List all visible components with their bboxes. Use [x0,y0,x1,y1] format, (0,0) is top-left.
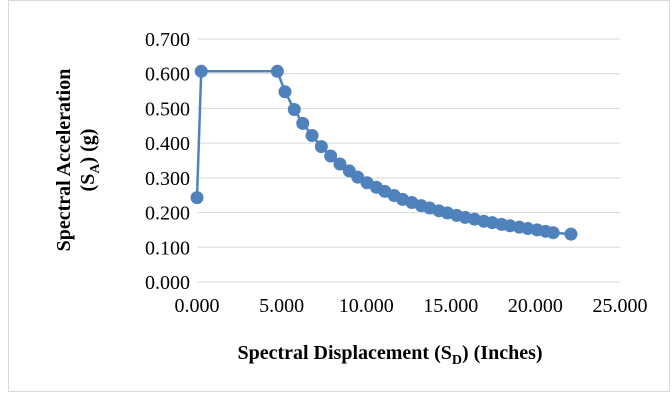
x-tick-label: 25.000 [593,295,648,317]
y-tick-label: 0.400 [145,133,190,155]
x-tick-label: 5.000 [259,295,304,317]
data-point [324,149,338,163]
data-point [333,157,347,171]
y-tick-label: 0.700 [145,29,190,51]
data-point [287,102,301,116]
grid-layer [197,38,620,248]
y-axis-title-line1: Spectral Acceleration [53,69,75,252]
chart-frame [8,0,670,392]
x-tick-label: 10.000 [339,295,394,317]
data-point [190,191,204,205]
x-tick-label: 0.000 [175,295,220,317]
y-axis-title: Spectral Acceleration (SA) (g) [53,69,103,252]
x-axis-title: Spectral Displacement (SD) (Inches) [237,342,542,368]
series-line [195,70,572,236]
data-point [546,226,560,240]
y-tick-label: 0.100 [145,237,190,259]
data-point [305,129,319,143]
tick-layer: 0.000 0.100 0.200 0.300 0.400 0.500 0.600 0.700… [145,29,648,317]
y-tick-label: 0.000 [145,272,190,294]
data-point [296,116,310,130]
data-point [314,140,328,154]
data-point [270,64,284,78]
y-tick-label: 0.500 [145,98,190,120]
y-tick-label: 0.300 [145,168,190,190]
y-tick-label: 0.200 [145,203,190,225]
x-tick-label: 15.000 [423,295,478,317]
series-layer [190,64,578,241]
x-tick-label: 20.000 [508,295,563,317]
data-point [564,227,578,241]
y-tick-label: 0.600 [145,64,190,86]
data-point [278,85,292,99]
data-point [194,64,208,78]
y-axis-title-line2: (SA) (g) [77,129,103,192]
